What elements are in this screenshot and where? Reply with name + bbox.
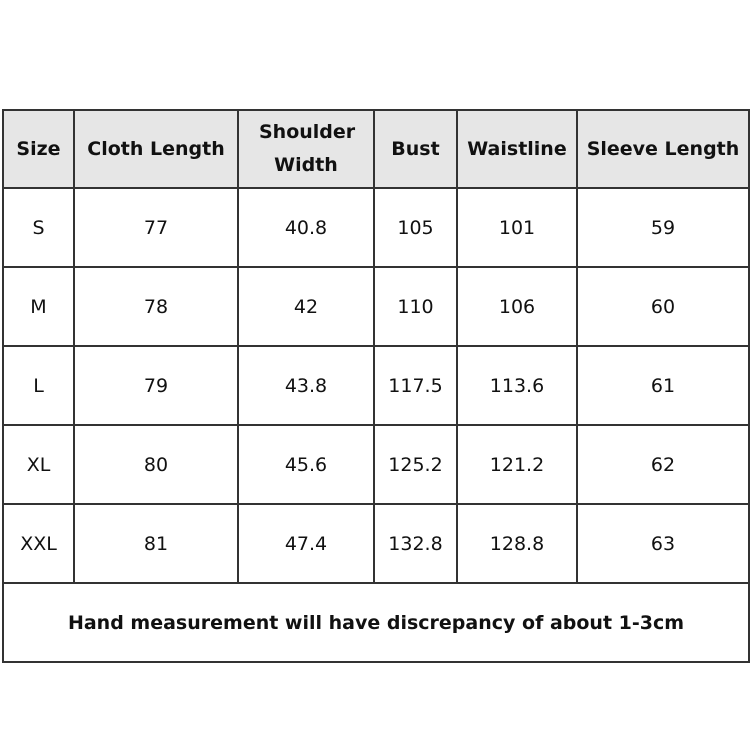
cell-waistline: 121.2 xyxy=(456,424,578,505)
cell-sleeve-length: 60 xyxy=(576,266,750,347)
cell-cloth-length: 81 xyxy=(73,503,239,584)
header-cloth-length: Cloth Length xyxy=(73,109,239,189)
cell-waistline: 128.8 xyxy=(456,503,578,584)
cell-bust: 110 xyxy=(373,266,458,347)
table-row: XXL 81 47.4 132.8 128.8 63 xyxy=(2,503,750,584)
cell-sleeve-length: 63 xyxy=(576,503,750,584)
table-row: S 77 40.8 105 101 59 xyxy=(2,187,750,268)
cell-shoulder-width: 40.8 xyxy=(237,187,375,268)
cell-waistline: 101 xyxy=(456,187,578,268)
cell-shoulder-width: 47.4 xyxy=(237,503,375,584)
header-size: Size xyxy=(2,109,75,189)
size-chart-table: Size Cloth Length Shoulder Width Bust Wa… xyxy=(2,109,750,663)
cell-bust: 132.8 xyxy=(373,503,458,584)
cell-shoulder-width: 45.6 xyxy=(237,424,375,505)
cell-size: L xyxy=(2,345,75,426)
header-waistline: Waistline xyxy=(456,109,578,189)
cell-sleeve-length: 61 xyxy=(576,345,750,426)
cell-cloth-length: 80 xyxy=(73,424,239,505)
measurement-note: Hand measurement will have discrepancy o… xyxy=(2,582,750,663)
cell-sleeve-length: 62 xyxy=(576,424,750,505)
cell-size: M xyxy=(2,266,75,347)
cell-cloth-length: 79 xyxy=(73,345,239,426)
cell-size: XXL xyxy=(2,503,75,584)
note-row: Hand measurement will have discrepancy o… xyxy=(2,582,750,663)
cell-shoulder-width: 43.8 xyxy=(237,345,375,426)
header-sleeve-length: Sleeve Length xyxy=(576,109,750,189)
cell-bust: 105 xyxy=(373,187,458,268)
table-row: L 79 43.8 117.5 113.6 61 xyxy=(2,345,750,426)
cell-waistline: 106 xyxy=(456,266,578,347)
header-shoulder-width: Shoulder Width xyxy=(237,109,375,189)
cell-waistline: 113.6 xyxy=(456,345,578,426)
cell-size: S xyxy=(2,187,75,268)
header-bust: Bust xyxy=(373,109,458,189)
cell-size: XL xyxy=(2,424,75,505)
cell-cloth-length: 77 xyxy=(73,187,239,268)
table-row: M 78 42 110 106 60 xyxy=(2,266,750,347)
cell-bust: 117.5 xyxy=(373,345,458,426)
cell-cloth-length: 78 xyxy=(73,266,239,347)
header-row: Size Cloth Length Shoulder Width Bust Wa… xyxy=(2,109,750,189)
cell-shoulder-width: 42 xyxy=(237,266,375,347)
cell-bust: 125.2 xyxy=(373,424,458,505)
table-row: XL 80 45.6 125.2 121.2 62 xyxy=(2,424,750,505)
cell-sleeve-length: 59 xyxy=(576,187,750,268)
